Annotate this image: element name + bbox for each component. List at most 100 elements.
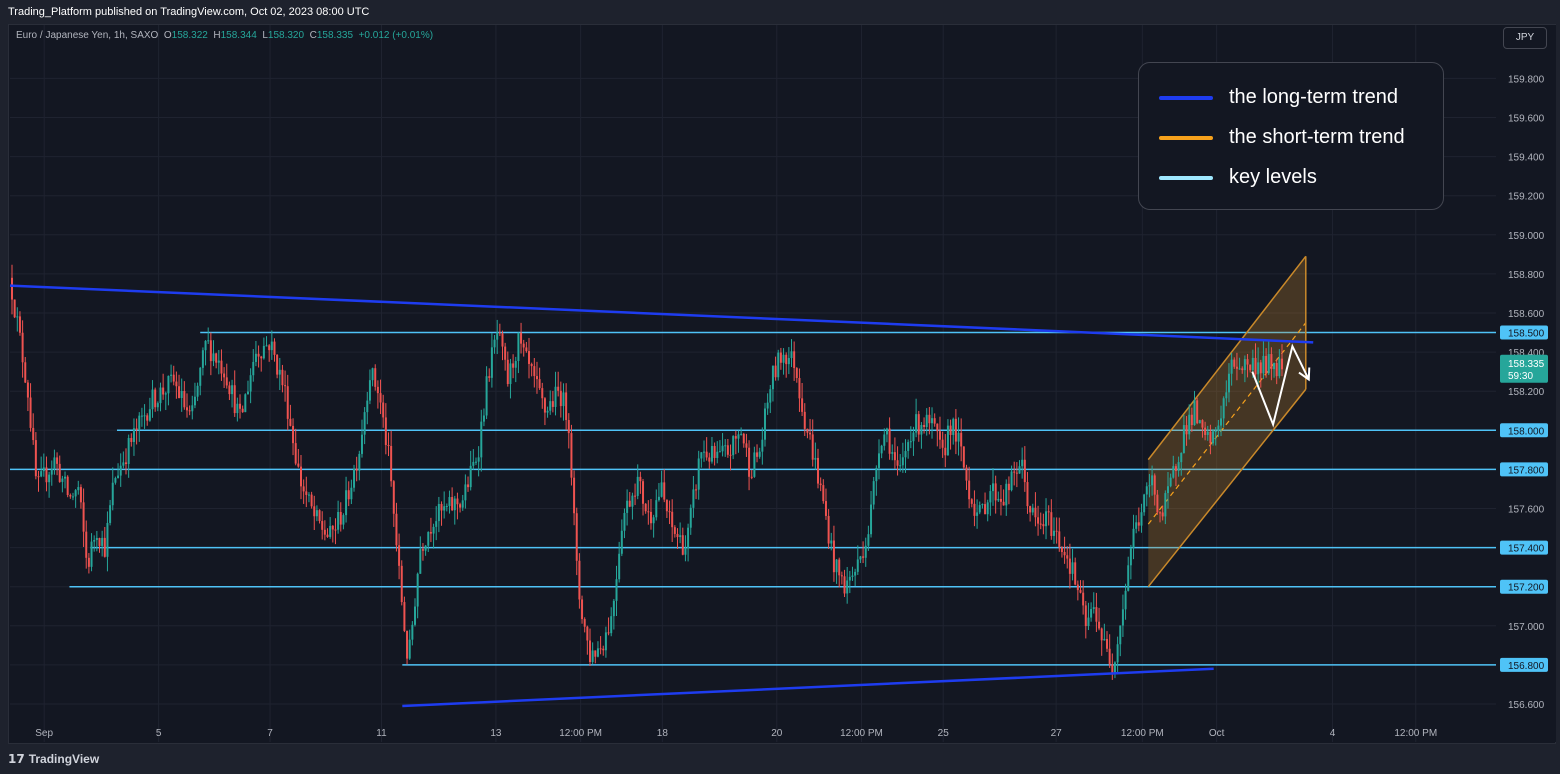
candle-body <box>132 428 135 442</box>
candle-body <box>1148 485 1151 487</box>
candle-body <box>1151 475 1154 486</box>
candle-body <box>1275 363 1278 377</box>
price-tick-label: 158.200 <box>1508 387 1545 398</box>
candle-body <box>681 535 684 555</box>
candle-body <box>217 360 220 363</box>
candle-body <box>1270 354 1273 370</box>
candle-body <box>525 347 528 352</box>
candle-body <box>856 559 859 572</box>
candle-body <box>1018 466 1021 474</box>
candle-body <box>504 346 507 360</box>
candle-body <box>745 443 748 448</box>
price-tick-label: 159.600 <box>1508 114 1545 125</box>
candle-body <box>1098 621 1101 629</box>
candle-body <box>334 529 337 531</box>
channel-upper <box>1147 255 1307 461</box>
brand-name: TradingView <box>28 752 100 766</box>
candle-body <box>453 498 456 511</box>
footer: 𝟭𝟳 TradingView <box>0 744 1560 774</box>
candle-body <box>151 389 154 410</box>
candle-body <box>305 491 308 495</box>
short-term-channel <box>1147 255 1307 588</box>
candle-body <box>668 511 671 513</box>
candle-body <box>1212 431 1215 444</box>
candle-body <box>101 537 104 546</box>
candle-body <box>1060 547 1063 552</box>
candle-body <box>18 316 21 333</box>
candle-body <box>657 496 660 501</box>
candle-body <box>53 457 56 469</box>
candle-body <box>257 353 260 357</box>
candle-body <box>416 573 419 607</box>
candle-body <box>779 352 782 363</box>
candle-body <box>973 503 976 516</box>
candle-body <box>1230 359 1233 374</box>
candle-body <box>424 545 427 551</box>
key-level-price-tag <box>1500 579 1548 594</box>
candle-body <box>756 452 759 457</box>
price-tick-label: 156.600 <box>1508 700 1545 711</box>
candle-body <box>130 438 133 442</box>
candle-body <box>893 452 896 461</box>
candle-body <box>880 445 883 454</box>
candle-body <box>223 373 226 378</box>
candle-body <box>931 418 934 424</box>
candles <box>11 264 1283 680</box>
candle-body <box>565 392 568 421</box>
candle-body <box>840 575 843 577</box>
price-tick-label: 159.400 <box>1508 153 1545 164</box>
candle-body <box>379 393 382 403</box>
candle-body <box>437 503 440 522</box>
candle-body <box>848 576 851 581</box>
candle-body <box>246 391 249 395</box>
tradingview-logo[interactable]: 𝟭𝟳 TradingView <box>8 752 99 766</box>
candle-body <box>1095 607 1098 622</box>
candle-body <box>175 381 178 387</box>
candle-body <box>923 425 926 428</box>
candle-body <box>716 451 719 458</box>
candle-body <box>631 495 634 507</box>
candle-body <box>69 494 72 497</box>
candle-body <box>854 571 857 576</box>
candle-body <box>851 575 854 577</box>
candle-body <box>594 650 597 657</box>
candle-body <box>620 530 623 554</box>
key-level-price-label: 157.400 <box>1508 544 1545 555</box>
candle-body <box>1045 511 1048 527</box>
candle-body <box>1127 565 1130 591</box>
candle-body <box>56 457 59 464</box>
currency-button[interactable]: JPY <box>1503 27 1547 49</box>
candle-body <box>992 483 995 492</box>
candle-body <box>628 500 631 507</box>
candle-body <box>114 478 117 483</box>
candle-body <box>244 394 247 413</box>
candle-body <box>1265 355 1268 374</box>
candle-body <box>917 414 920 435</box>
published-text: Trading_Platform published on TradingVie… <box>8 6 370 18</box>
candle-body <box>286 386 289 419</box>
candle-body <box>345 490 348 516</box>
candle-body <box>753 452 756 477</box>
candle-body <box>639 476 642 482</box>
candle-body <box>1007 483 1010 491</box>
candle-body <box>652 517 655 524</box>
candle-body <box>1116 644 1119 663</box>
candle-body <box>726 445 729 455</box>
candle-body <box>1132 528 1135 548</box>
candle-body <box>1031 507 1034 513</box>
candle-body <box>1010 471 1013 491</box>
candle-body <box>331 525 334 530</box>
candle-body <box>766 402 769 409</box>
candle-body <box>676 533 679 538</box>
candle-body <box>374 368 377 387</box>
candle-body <box>1220 418 1223 426</box>
candle-body <box>1140 512 1143 526</box>
candle-body <box>549 401 552 411</box>
candle-body <box>1082 592 1085 606</box>
key-level-price-tag <box>1500 540 1548 555</box>
price-tick-label: 158.600 <box>1508 309 1545 320</box>
candle-body <box>368 380 371 401</box>
candle-body <box>196 385 199 397</box>
candle-body <box>85 531 88 558</box>
candle-body <box>167 375 170 394</box>
